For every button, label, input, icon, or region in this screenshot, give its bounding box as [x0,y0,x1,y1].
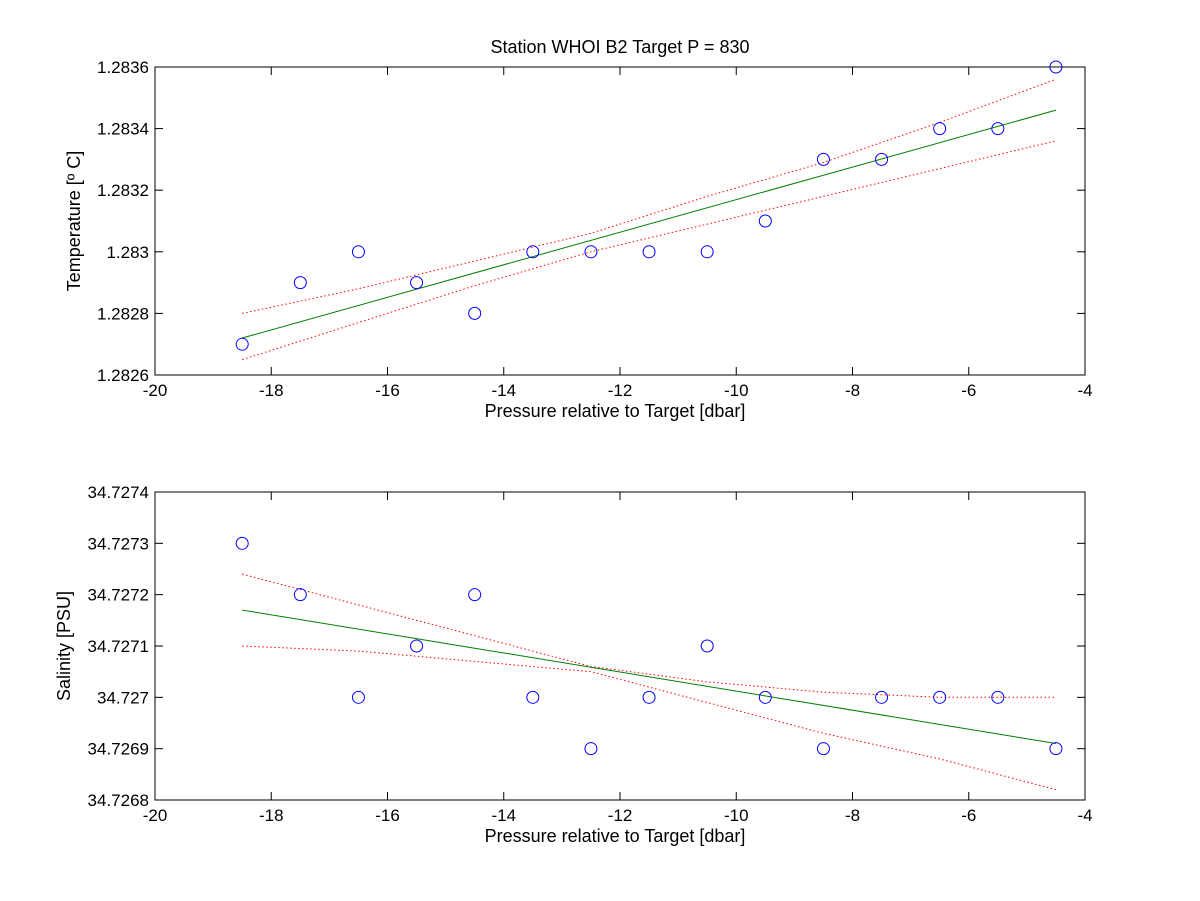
salinity-x-tick-label: -16 [375,806,400,825]
temperature-data-point [526,245,540,259]
salinity-data-point [235,536,249,550]
salinity-x-tick-label: -6 [961,806,976,825]
temperature-data-point [816,152,830,166]
salinity-axes: -20 -18 -16 -14 -12 -10 -8 -6 -4 34.7268 34.7269 34… [54,483,1093,846]
salinity-confidence-upper [242,573,1056,698]
temperature-data-point [293,276,307,290]
temperature-y-tick-label: 1.2826 [97,366,149,385]
temperature-data-point [410,276,424,290]
salinity-x-tick-label: -8 [845,806,860,825]
salinity-plot-frame [154,491,1086,801]
temperature-y-tick-label: 1.283 [106,243,149,262]
salinity-x-tick-label: -14 [491,806,516,825]
salinity-x-tick-label: -20 [143,806,168,825]
temperature-y-tick-label: 1.2832 [97,181,149,200]
salinity-x-tick-label: -18 [259,806,284,825]
temperature-x-tick-label: -14 [491,381,516,400]
temperature-data-point [758,214,772,228]
temperature-y-axis-label: Temperature [º C] [64,151,84,292]
temperature-fit-line [242,109,1057,339]
temperature-data-point [642,245,656,259]
salinity-y-tick-label: 34.7271 [88,637,149,656]
salinity-confidence-lower [242,645,1057,791]
temperature-x-tick-label: -20 [143,381,168,400]
salinity-data-point [700,639,714,653]
salinity-data-point [584,742,598,756]
salinity-y-tick-label: 34.7273 [88,534,149,553]
salinity-data-point [816,742,830,756]
salinity-data-point [875,690,889,704]
temperature-data-point [468,306,482,320]
temperature-chart-title: Station WHOI B2 Target P = 830 [491,37,750,57]
temperature-y-tick-label: 1.2834 [97,120,149,139]
temperature-x-tick-label: -6 [961,381,976,400]
temperature-x-tick-label: -18 [259,381,284,400]
temperature-data-point [700,245,714,259]
temperature-confidence-lower [242,140,1057,361]
salinity-x-tick-label: -12 [608,806,633,825]
temperature-x-tick-label: -16 [375,381,400,400]
temperature-data-point [235,337,249,351]
temperature-axes: -20 -18 -16 -14 -12 -10 -8 -6 -4 1.2826 1.2828 1.28… [64,37,1093,421]
salinity-fit-line [242,609,1057,745]
salinity-data-point [1049,742,1063,756]
temperature-data-point [991,122,1005,136]
salinity-data-point [758,690,772,704]
salinity-y-tick-label: 34.7269 [88,740,149,759]
salinity-y-tick-label: 34.7268 [88,791,149,810]
salinity-data-point [468,588,482,602]
salinity-y-tick-label: 34.7274 [88,483,149,502]
temperature-x-axis-label: Pressure relative to Target [dbar] [485,401,746,421]
salinity-x-tick-label: -4 [1077,806,1092,825]
temperature-x-tick-label: -4 [1077,381,1092,400]
temperature-y-tick-label: 1.2828 [97,304,149,323]
salinity-data-point [642,690,656,704]
temperature-x-tick-label: -12 [608,381,633,400]
temperature-data-point [1049,60,1063,74]
temperature-data-point [875,152,889,166]
salinity-y-axis-label: Salinity [PSU] [54,591,74,701]
salinity-y-tick-label: 34.727 [97,688,149,707]
temperature-data-point [351,245,365,259]
salinity-data-point [933,690,947,704]
temperature-x-tick-label: -8 [845,381,860,400]
salinity-data-point [351,690,365,704]
temperature-plot-frame [154,66,1086,376]
salinity-data-point [410,639,424,653]
temperature-confidence-upper [242,78,1057,314]
salinity-x-tick-label: -10 [724,806,749,825]
salinity-data-point [526,690,540,704]
salinity-data-point [293,588,307,602]
temperature-x-tick-label: -10 [724,381,749,400]
temperature-data-point [584,245,598,259]
temperature-data-point [933,122,947,136]
salinity-y-tick-label: 34.7272 [88,586,149,605]
temperature-y-tick-label: 1.2836 [97,58,149,77]
salinity-x-axis-label: Pressure relative to Target [dbar] [485,826,746,846]
salinity-data-point [991,690,1005,704]
